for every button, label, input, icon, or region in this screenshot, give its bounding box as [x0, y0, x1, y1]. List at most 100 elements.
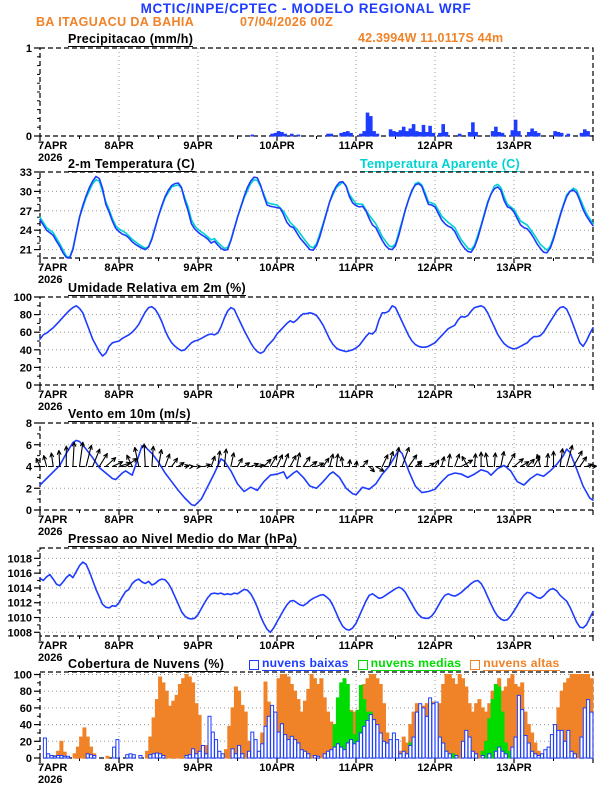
- bar-nuvens-baixas: [572, 753, 577, 759]
- bar-nuvens-baixas: [526, 742, 531, 759]
- bar-precipitacao: [388, 129, 393, 137]
- plot-frame: [39, 171, 594, 259]
- bar-nuvens-baixas: [286, 739, 291, 759]
- bar-precipitacao: [398, 130, 403, 137]
- legend-item-nuvens-medias: nuvens medias: [357, 657, 462, 671]
- wind-arrow: [353, 460, 359, 468]
- y-tick-label: 0: [26, 131, 32, 143]
- bar-nuvens-baixas: [200, 745, 205, 759]
- bar-nuvens-medias: [342, 678, 347, 759]
- y-tick-label: 1008: [8, 627, 32, 639]
- wind-arrow: [283, 453, 290, 468]
- bar-precipitacao: [431, 132, 436, 137]
- wind-arrow: [483, 452, 489, 468]
- bar-nuvens-altas: [319, 678, 324, 759]
- bar-nuvens-baixas: [266, 715, 271, 759]
- bar-precipitacao: [339, 132, 343, 137]
- bar-nuvens-baixas: [378, 732, 383, 759]
- bar-precipitacao: [411, 124, 416, 137]
- bar-nuvens-baixas: [148, 754, 153, 759]
- bar-nuvens-altas: [312, 678, 317, 759]
- bar-nuvens-baixas: [210, 731, 215, 759]
- bar-nuvens-baixas: [530, 750, 535, 759]
- panel-title-pressao: Pressao ao Nivel Medio do Mar (hPa): [68, 532, 298, 547]
- bar-nuvens-altas: [194, 703, 199, 759]
- bar-nuvens-baixas: [401, 750, 406, 759]
- bar-nuvens-baixas: [441, 742, 446, 759]
- bar-precipitacao: [273, 132, 278, 137]
- bar-nuvens-baixas: [395, 739, 400, 759]
- wind-arrow: [184, 464, 190, 469]
- bar-precipitacao: [490, 131, 495, 137]
- bar-nuvens-baixas: [260, 743, 265, 759]
- bar-precipitacao: [510, 130, 515, 137]
- bar-nuvens-baixas: [559, 729, 564, 759]
- bar-nuvens-altas: [477, 699, 482, 759]
- x-date-label: 10APR: [259, 140, 295, 152]
- bar-precipitacao: [375, 133, 380, 137]
- bar-precipitacao: [444, 132, 449, 137]
- wind-arrow: [454, 453, 461, 468]
- bar-nuvens-altas: [569, 674, 574, 759]
- bar-precipitacao: [527, 132, 531, 137]
- wind-arrow: [309, 461, 318, 468]
- bar-nuvens-baixas: [85, 753, 90, 759]
- bar-precipitacao: [290, 133, 294, 137]
- legend-label-nuvens-baixas: nuvens baixas: [262, 656, 349, 671]
- page-title: MCTIC/INPE/CPTEC - MODELO REGIONAL WRF: [140, 1, 472, 16]
- wind-arrow: [526, 458, 535, 468]
- bar-nuvens-baixas: [467, 736, 472, 759]
- bar-nuvens-baixas: [470, 750, 475, 759]
- bar-nuvens-medias: [490, 699, 495, 759]
- bar-nuvens-baixas: [345, 742, 350, 759]
- bar-precipitacao: [372, 131, 376, 137]
- x-date-label: 8APR: [104, 262, 133, 274]
- wind-arrow: [520, 461, 530, 468]
- bar-precipitacao: [362, 131, 366, 137]
- y-tick-label: 60: [20, 327, 32, 339]
- bar-nuvens-baixas: [46, 753, 51, 759]
- bar-nuvens-baixas: [556, 729, 561, 759]
- bar-nuvens-baixas: [414, 711, 419, 759]
- bar-nuvens-baixas: [52, 755, 57, 759]
- bar-nuvens-baixas: [503, 753, 508, 759]
- x-date-label: 12APR: [417, 514, 453, 526]
- bar-nuvens-baixas: [59, 755, 64, 759]
- bar-nuvens-altas: [227, 725, 232, 759]
- x-date-label: 13APR: [496, 389, 532, 401]
- y-tick-label: 1018: [8, 553, 32, 565]
- y-tick-label: 20: [20, 362, 32, 374]
- bar-nuvens-baixas: [411, 736, 416, 759]
- wind-arrow: [150, 445, 156, 468]
- x-date-label: 13APR: [496, 140, 532, 152]
- y-tick-label: 4: [26, 462, 33, 474]
- bar-precipitacao: [415, 131, 419, 137]
- bar-nuvens-baixas: [358, 732, 363, 759]
- x-date-label: 10APR: [259, 514, 295, 526]
- bar-nuvens-baixas: [487, 753, 492, 759]
- bar-nuvens-baixas: [283, 734, 288, 759]
- bar-nuvens-baixas: [480, 755, 485, 759]
- bar-nuvens-medias: [487, 718, 492, 759]
- wind-arrow: [381, 454, 389, 468]
- bar-nuvens-baixas: [332, 746, 337, 759]
- series-line-velocidade-do-vento: [39, 439, 594, 507]
- bar-nuvens-baixas: [240, 753, 245, 759]
- bar-precipitacao: [276, 131, 281, 137]
- bar-nuvens-baixas: [431, 703, 436, 759]
- bar-precipitacao: [441, 124, 445, 137]
- bar-precipitacao: [283, 133, 287, 137]
- wind-arrow: [236, 457, 243, 468]
- bar-nuvens-altas: [224, 749, 228, 759]
- wind-arrow: [35, 457, 41, 468]
- bar-nuvens-baixas: [233, 753, 238, 759]
- wind-arrow: [177, 461, 185, 468]
- bar-nuvens-baixas: [497, 746, 502, 759]
- wind-arrow: [71, 441, 77, 468]
- wind-arrow: [263, 458, 272, 468]
- wind-arrow: [388, 450, 395, 468]
- wind-arrow: [133, 446, 140, 468]
- bar-nuvens-altas: [303, 700, 307, 759]
- bar-nuvens-baixas: [385, 742, 390, 759]
